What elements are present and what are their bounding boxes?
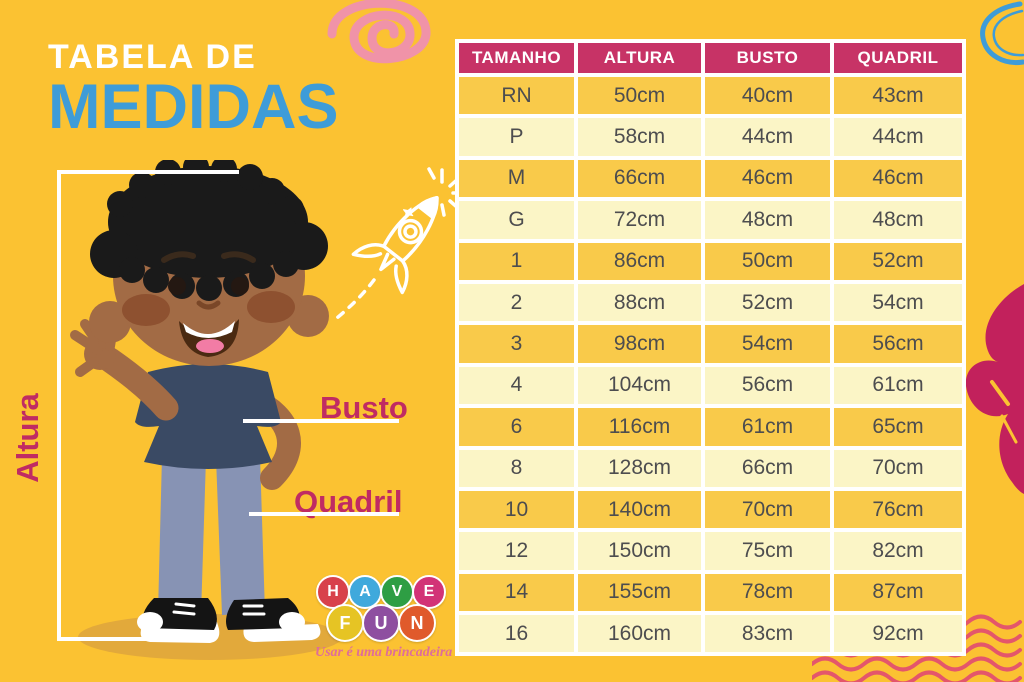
measure-bracket-top: [57, 170, 239, 174]
table-cell: 52cm: [834, 242, 962, 280]
logo-tagline: Usar é uma brincadeira: [315, 645, 453, 660]
table-cell: 46cm: [705, 159, 830, 198]
table-cell: 116cm: [578, 408, 701, 446]
table-cell: 44cm: [834, 118, 962, 156]
measure-bracket-vertical: [57, 170, 61, 641]
table-cell: 104cm: [578, 366, 701, 405]
column-header: QUADRIL: [834, 43, 962, 73]
table-cell: 50cm: [578, 77, 701, 115]
column-header: ALTURA: [578, 43, 701, 73]
table-cell: 4: [459, 366, 574, 405]
table-cell: 66cm: [578, 159, 701, 198]
table-cell: 1: [459, 242, 574, 280]
table-cell: 128cm: [578, 449, 701, 487]
logo-letter-u: U: [362, 604, 400, 642]
table-cell: 65cm: [834, 408, 962, 446]
table-cell: 44cm: [705, 118, 830, 156]
table-cell: 66cm: [705, 449, 830, 487]
table-cell: M: [459, 159, 574, 198]
spiral-doodle-icon: [327, 0, 431, 64]
table-cell: 76cm: [834, 490, 962, 529]
table-cell: 46cm: [834, 159, 962, 198]
heart-doodle-icon: [965, 284, 1024, 494]
altura-label: Altura: [10, 393, 45, 483]
table-cell: 61cm: [705, 408, 830, 446]
table-cell: 14: [459, 573, 574, 612]
column-header: TAMANHO: [459, 43, 574, 73]
table-cell: G: [459, 201, 574, 239]
table-cell: 56cm: [705, 366, 830, 405]
table-cell: 40cm: [705, 77, 830, 115]
table-cell: 82cm: [834, 532, 962, 570]
logo-letter-h: H: [316, 575, 350, 609]
page-title-line2: MEDIDAS: [48, 72, 339, 142]
quadril-pointer-line: [249, 512, 399, 516]
table-cell: 70cm: [834, 449, 962, 487]
table-cell: 98cm: [578, 325, 701, 363]
table-cell: 83cm: [705, 615, 830, 653]
hair: [90, 160, 328, 301]
table-cell: 2: [459, 283, 574, 322]
table-cell: 12: [459, 532, 574, 570]
table-cell: 54cm: [705, 325, 830, 363]
table-cell: 6: [459, 408, 574, 446]
table-cell: 8: [459, 449, 574, 487]
table-cell: 140cm: [578, 490, 701, 529]
right-shoe: [226, 598, 321, 642]
table-cell: 3: [459, 325, 574, 363]
table-cell: RN: [459, 77, 574, 115]
table-cell: 86cm: [578, 242, 701, 280]
table-cell: 88cm: [578, 283, 701, 322]
table-cell: 150cm: [578, 532, 701, 570]
table-cell: 155cm: [578, 573, 701, 612]
logo-letter-f: F: [326, 604, 364, 642]
table-cell: 87cm: [834, 573, 962, 612]
table-cell: 16: [459, 615, 574, 653]
table-cell: 48cm: [834, 201, 962, 239]
logo-letter-e: E: [412, 575, 446, 609]
table-cell: 52cm: [705, 283, 830, 322]
busto-pointer-line: [243, 419, 399, 423]
table-cell: 58cm: [578, 118, 701, 156]
table-cell: 72cm: [578, 201, 701, 239]
boy-illustration: [70, 160, 342, 660]
swirl-doodle-icon: [980, 1, 1024, 66]
rocket-doodle-icon: [330, 167, 466, 324]
table-cell: 50cm: [705, 242, 830, 280]
logo-letter-n: N: [398, 604, 436, 642]
face: [122, 251, 295, 357]
table-cell: 54cm: [834, 283, 962, 322]
page-title-line1: TABELA DE: [48, 38, 257, 76]
measure-bracket-bottom: [57, 637, 207, 641]
page-title: TABELA DE MEDIDAS: [48, 40, 339, 139]
table-cell: 75cm: [705, 532, 830, 570]
table-cell: 56cm: [834, 325, 962, 363]
table-cell: 78cm: [705, 573, 830, 612]
table-cell: 61cm: [834, 366, 962, 405]
table-cell: 10: [459, 490, 574, 529]
column-header: BUSTO: [705, 43, 830, 73]
size-chart-table: TAMANHO ALTURA BUSTO QUADRIL RN 50cm 40cm 43cm P…: [455, 39, 966, 657]
table-cell: 43cm: [834, 77, 962, 115]
table-cell: P: [459, 118, 574, 156]
table-cell: 48cm: [705, 201, 830, 239]
table-cell: 160cm: [578, 615, 701, 653]
table-cell: 70cm: [705, 490, 830, 529]
table-cell: 92cm: [834, 615, 962, 653]
